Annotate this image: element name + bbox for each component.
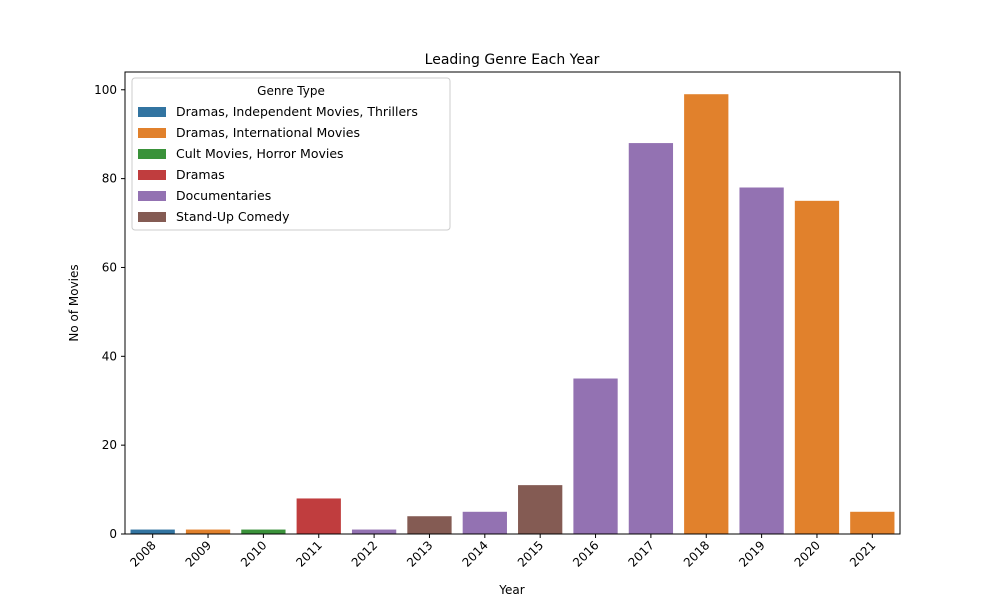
x-axis: 2008 2009 2010 2011 2012 2013 2014 2015 2016 2017…	[127, 534, 878, 570]
x-tick-label-2009: 2009	[183, 538, 214, 569]
chart-title: Leading Genre Each Year	[425, 52, 600, 68]
x-tick-label-2020: 2020	[792, 538, 823, 569]
legend-swatch	[138, 107, 166, 117]
x-tick-label-2013: 2013	[404, 538, 435, 569]
x-tick-label-2012: 2012	[349, 538, 380, 569]
x-tick-label-2016: 2016	[570, 538, 601, 569]
bar-2017	[628, 143, 674, 535]
x-tick-label-2021: 2021	[847, 538, 878, 569]
bar-2015	[518, 485, 563, 534]
y-tick-label: 80	[102, 172, 117, 186]
legend-swatch	[138, 128, 166, 138]
y-tick-label: 60	[102, 260, 117, 274]
x-tick-label-2008: 2008	[127, 538, 158, 569]
y-axis: 0 20 40 60 80 100	[94, 83, 125, 541]
y-tick-label: 20	[102, 438, 117, 452]
x-axis-label: Year	[498, 583, 524, 597]
x-tick-label-2018: 2018	[681, 538, 712, 569]
legend-entry-label: Dramas	[176, 167, 225, 182]
legend-swatch	[138, 212, 166, 222]
x-tick-label-2011: 2011	[293, 538, 324, 569]
legend-swatch	[138, 170, 166, 180]
bar-2008	[130, 529, 175, 534]
bar-2016	[573, 378, 618, 534]
x-tick-label-2015: 2015	[515, 538, 546, 569]
bar-2020	[794, 200, 840, 535]
x-tick-label-2019: 2019	[736, 538, 767, 569]
bar-2014	[462, 511, 507, 534]
legend-entry-label: Documentaries	[176, 188, 271, 203]
x-tick-label-2010: 2010	[238, 538, 269, 569]
legend-entry-label: Dramas, Independent Movies, Thrillers	[176, 104, 418, 119]
bar-2012	[351, 529, 397, 534]
plot-frame	[124, 71, 901, 535]
legend-swatch	[138, 149, 166, 159]
bar-2013	[407, 516, 452, 534]
bar-2019	[739, 187, 784, 534]
legend-entry-label: Cult Movies, Horror Movies	[176, 146, 344, 161]
bar-2010	[241, 529, 286, 534]
legend-entry-label: Dramas, International Movies	[176, 125, 360, 140]
y-axis-label: No of Movies	[67, 264, 81, 341]
legend-swatch	[138, 191, 166, 201]
bar-2011	[296, 498, 341, 534]
y-tick-label: 0	[109, 527, 117, 541]
y-tick-label: 40	[102, 349, 117, 363]
bar-2009	[185, 529, 231, 534]
y-tick-label: 100	[94, 83, 117, 97]
legend: Genre Type Dramas, Independent Movies, Th…	[131, 77, 451, 231]
x-tick-label-2014: 2014	[459, 538, 490, 569]
bar-2018	[684, 94, 729, 534]
legend-box	[131, 77, 451, 231]
legend-title: Genre Type	[257, 84, 325, 98]
x-tick-label-2017: 2017	[626, 538, 657, 569]
bars-group	[130, 94, 895, 535]
legend-entry-label: Stand-Up Comedy	[176, 209, 290, 224]
bar-2021	[850, 511, 895, 534]
